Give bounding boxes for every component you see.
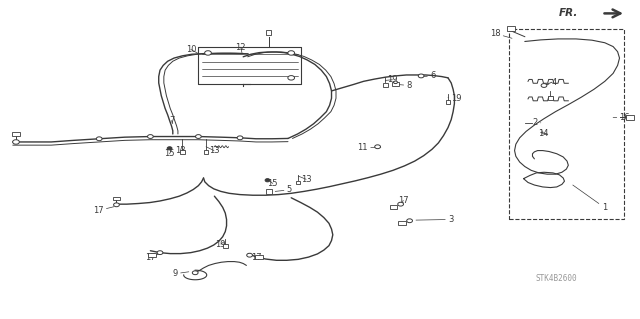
Text: 7: 7 xyxy=(169,116,174,125)
Bar xyxy=(507,26,515,31)
Text: 14: 14 xyxy=(538,130,548,138)
Text: 17: 17 xyxy=(398,196,408,205)
Bar xyxy=(12,132,20,136)
Text: 5: 5 xyxy=(275,185,292,194)
Text: 17: 17 xyxy=(145,253,159,262)
Ellipse shape xyxy=(192,271,198,275)
Bar xyxy=(296,181,301,184)
Bar xyxy=(255,255,263,259)
Ellipse shape xyxy=(288,51,294,55)
Bar xyxy=(204,150,209,154)
Text: 19: 19 xyxy=(385,75,397,84)
Text: 17: 17 xyxy=(93,206,114,215)
Bar xyxy=(390,205,397,209)
Bar xyxy=(509,29,624,219)
Text: 12: 12 xyxy=(236,43,246,53)
Text: 4: 4 xyxy=(543,78,557,87)
Text: 13: 13 xyxy=(298,175,312,184)
Bar xyxy=(266,30,271,35)
Text: FR.: FR. xyxy=(559,8,578,19)
Ellipse shape xyxy=(288,76,294,80)
Text: 19: 19 xyxy=(216,240,226,249)
Text: 6: 6 xyxy=(422,71,435,80)
Ellipse shape xyxy=(157,251,163,255)
Text: 17: 17 xyxy=(247,253,262,262)
Bar xyxy=(223,244,228,248)
Bar xyxy=(180,150,184,154)
Ellipse shape xyxy=(541,84,547,87)
Text: 15: 15 xyxy=(164,149,175,158)
Ellipse shape xyxy=(394,81,397,84)
Text: 11: 11 xyxy=(358,143,381,152)
Ellipse shape xyxy=(97,137,102,141)
Text: 19: 19 xyxy=(448,94,461,103)
Ellipse shape xyxy=(375,145,380,149)
Bar xyxy=(392,82,399,86)
Ellipse shape xyxy=(419,74,424,78)
Text: 15: 15 xyxy=(268,179,278,188)
Text: 10: 10 xyxy=(186,45,198,54)
Ellipse shape xyxy=(237,136,243,140)
Ellipse shape xyxy=(167,147,172,150)
Ellipse shape xyxy=(398,202,404,206)
Text: 1: 1 xyxy=(573,185,607,212)
Bar xyxy=(266,189,272,194)
Bar xyxy=(383,83,388,87)
Bar xyxy=(445,100,451,104)
Text: 8: 8 xyxy=(398,81,412,90)
Text: 13: 13 xyxy=(175,146,186,155)
Ellipse shape xyxy=(147,135,153,138)
Text: 3: 3 xyxy=(416,215,453,224)
Ellipse shape xyxy=(13,140,19,144)
Ellipse shape xyxy=(196,135,201,138)
Text: 2: 2 xyxy=(532,118,541,127)
Text: STK4B2600: STK4B2600 xyxy=(536,274,578,283)
Ellipse shape xyxy=(247,253,253,257)
Text: 13: 13 xyxy=(206,146,220,155)
Text: 18: 18 xyxy=(490,29,512,38)
Ellipse shape xyxy=(407,219,413,223)
Ellipse shape xyxy=(265,179,270,182)
Ellipse shape xyxy=(114,203,119,207)
Text: 16: 16 xyxy=(613,113,630,122)
Bar xyxy=(626,115,634,120)
Bar xyxy=(113,197,120,200)
Bar xyxy=(148,253,156,257)
Bar xyxy=(548,96,553,100)
Ellipse shape xyxy=(205,51,211,55)
Text: 9: 9 xyxy=(173,269,189,278)
Bar xyxy=(398,221,406,225)
